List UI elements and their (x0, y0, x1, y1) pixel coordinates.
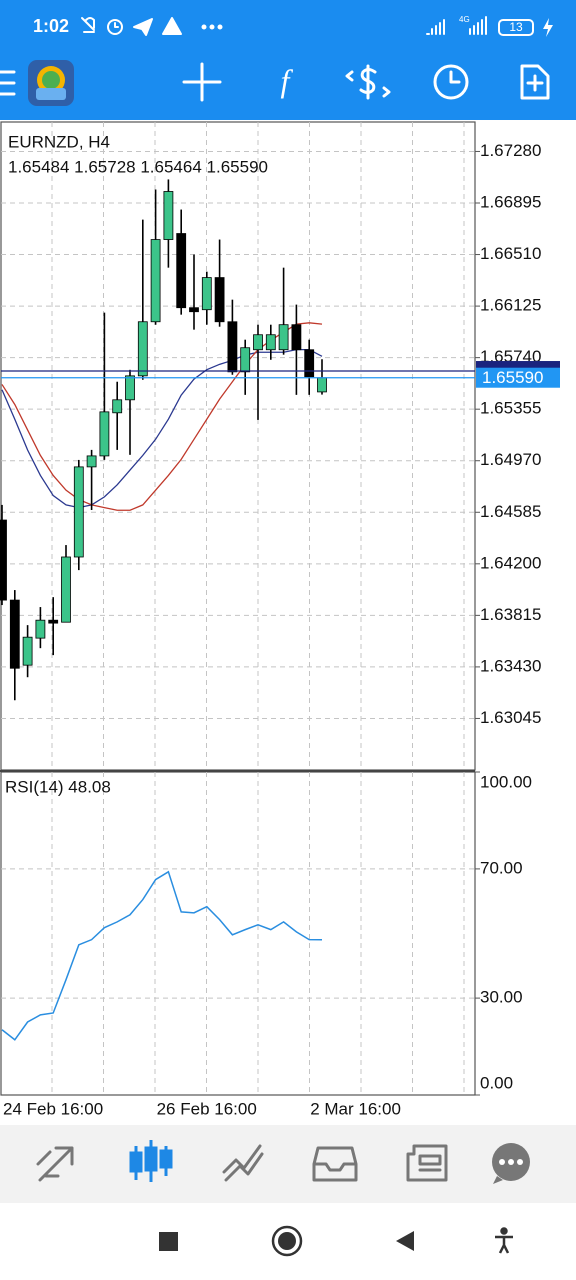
candle-body (112, 399, 123, 414)
y-tick-label: 1.66510 (480, 244, 541, 263)
network-type: 4G (459, 15, 470, 24)
x-tick-label: 2 Mar 16:00 (310, 1099, 401, 1118)
y-tick-label: 1.67280 (480, 141, 541, 160)
y-tick-label: 30.00 (480, 988, 523, 1007)
candle-body (73, 466, 84, 558)
app-logo[interactable] (28, 60, 74, 106)
y-tick-label: 100.00 (480, 772, 532, 791)
candle-body (137, 321, 148, 377)
candle-body (189, 307, 199, 313)
crosshair-button[interactable] (182, 62, 222, 102)
candle-body (227, 321, 238, 373)
x-tick-label: 24 Feb 16:00 (3, 1099, 103, 1118)
candle-body (22, 636, 33, 666)
candle-body (265, 334, 276, 351)
chart-area: 1.672801.668951.665101.661251.657401.653… (0, 121, 560, 1118)
news-tab[interactable] (406, 1144, 448, 1182)
accessibility-button[interactable] (495, 1227, 513, 1254)
candle-body (176, 233, 187, 309)
candle-body (214, 277, 225, 323)
new-order-button[interactable] (520, 64, 550, 100)
candle-body (304, 349, 315, 378)
candle-body (291, 324, 302, 351)
price-tag-label: 1.65590 (482, 368, 543, 387)
battery (498, 19, 534, 36)
y-tick-label: 0.00 (480, 1073, 513, 1092)
recents-button[interactable] (159, 1232, 178, 1251)
candle-body (35, 619, 46, 639)
moving-average (1, 322, 323, 511)
trade-tab[interactable] (222, 1144, 264, 1182)
rsi-line (1, 870, 323, 1041)
home-button[interactable] (271, 1225, 303, 1257)
trade-button[interactable] (345, 64, 391, 100)
quotes-tab[interactable] (36, 1146, 74, 1182)
y-tick-label: 70.00 (480, 858, 523, 877)
chart-tab[interactable] (129, 1140, 173, 1182)
candle-body (163, 191, 174, 240)
moving-average (1, 348, 323, 509)
y-tick-label: 1.64970 (480, 450, 541, 469)
back-button[interactable] (396, 1231, 414, 1251)
candle-body (86, 455, 97, 468)
candle-body (278, 324, 289, 351)
chart-title: EURNZD, H4 (8, 132, 110, 151)
candle-body (61, 556, 71, 623)
status-icons (81, 16, 487, 36)
candle-body (317, 377, 327, 393)
candle-body (253, 334, 263, 351)
clock: 1:02 (33, 16, 69, 36)
panel-frame (0, 771, 476, 1096)
y-tick-label: 1.65355 (480, 399, 541, 418)
rsi-title: RSI(14) 48.08 (5, 777, 111, 796)
y-tick-label: 1.66895 (480, 192, 541, 211)
y-tick-label: 1.63045 (480, 708, 541, 727)
chat-tab[interactable] (492, 1143, 530, 1184)
menu-button[interactable] (0, 70, 16, 96)
y-tick-label: 1.64200 (480, 553, 541, 572)
history-tab[interactable] (312, 1146, 358, 1182)
price-tag (476, 367, 560, 388)
bottom-nav (0, 1125, 576, 1203)
y-tick-label: 1.63815 (480, 605, 541, 624)
candle-body (240, 347, 251, 373)
candle-body (201, 277, 212, 311)
y-tick-label: 1.66125 (480, 296, 541, 315)
history-button[interactable] (433, 64, 469, 100)
candle-body (99, 411, 110, 457)
x-tick-label: 26 Feb 16:00 (157, 1099, 257, 1118)
candle-body (0, 519, 7, 601)
y-tick-label: 1.63430 (480, 656, 541, 675)
battery-level: 13 (509, 20, 523, 34)
app-bar (0, 0, 576, 120)
candle-body (9, 599, 20, 669)
candle-body (48, 619, 59, 624)
candle-body (150, 239, 161, 323)
y-tick-label: 1.64585 (480, 502, 541, 521)
ohlc-info: 1.65484 1.65728 1.65464 1.65590 (8, 157, 268, 176)
charging-icon (543, 18, 553, 37)
candle-body (125, 375, 135, 401)
panel-frame (0, 121, 476, 771)
